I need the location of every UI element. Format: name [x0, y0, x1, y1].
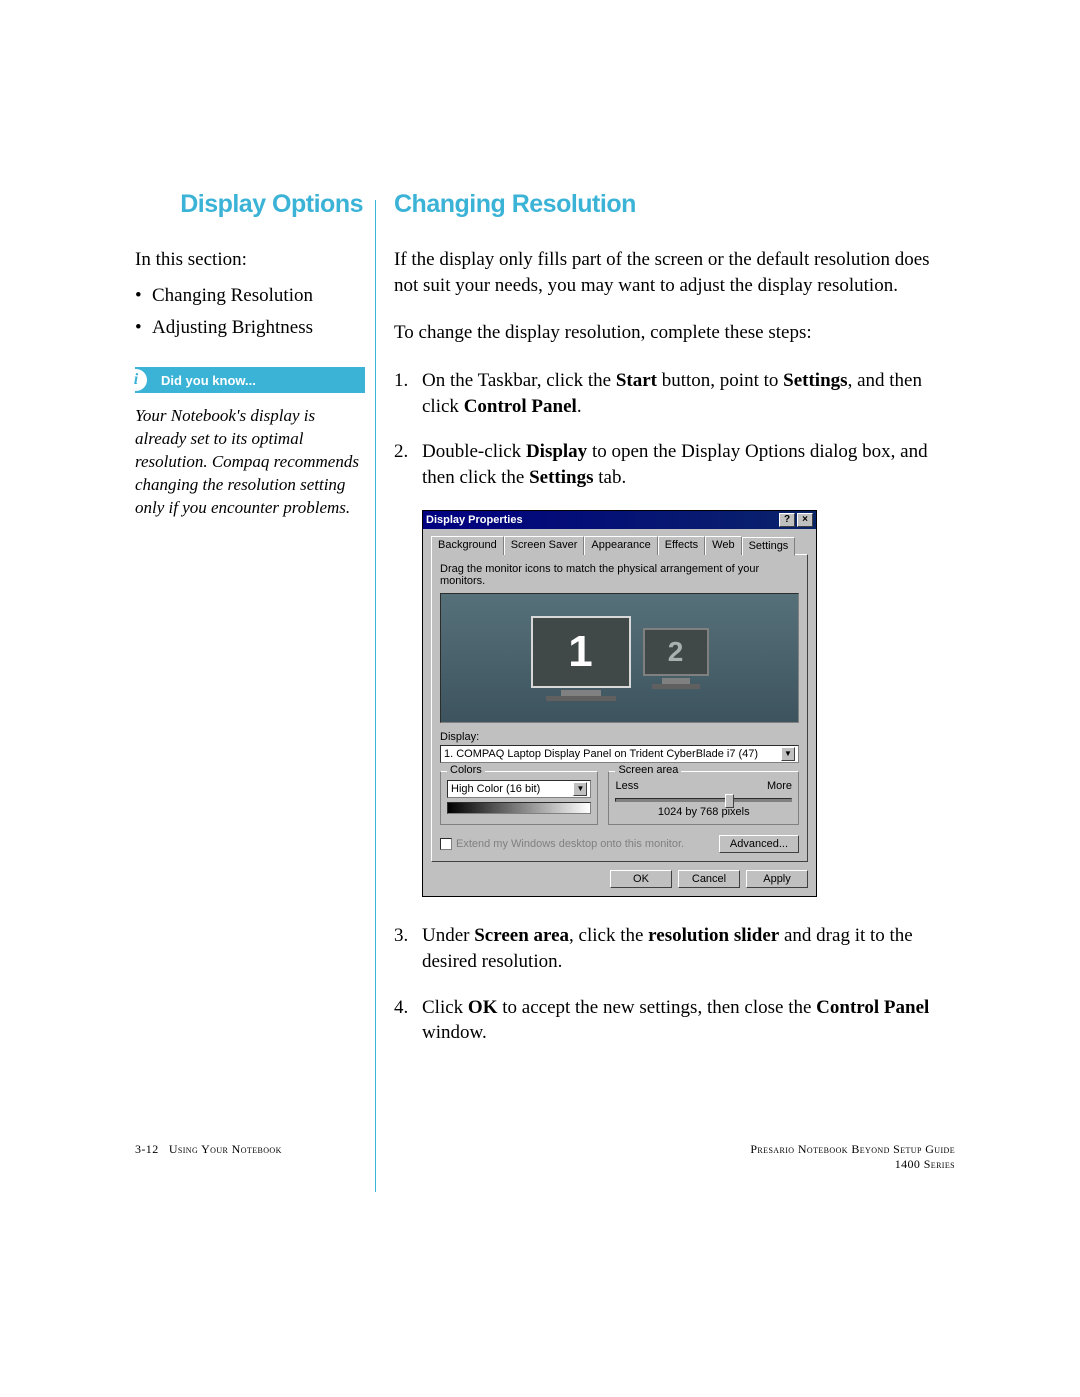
section-list-item: Adjusting Brightness [152, 317, 365, 339]
step-item: Click OK to accept the new settings, the… [422, 995, 954, 1046]
tab-background[interactable]: Background [431, 536, 504, 555]
chevron-down-icon: ▼ [573, 782, 587, 796]
monitor-2-icon[interactable]: 2 [643, 628, 709, 689]
color-gradient-preview [447, 802, 591, 814]
display-label: Display: [440, 731, 799, 743]
display-select-value: 1. COMPAQ Laptop Display Panel on Triden… [444, 748, 758, 760]
display-select[interactable]: 1. COMPAQ Laptop Display Panel on Triden… [440, 745, 799, 763]
extend-desktop-checkbox[interactable]: Extend my Windows desktop onto this moni… [440, 838, 684, 850]
slider-thumb[interactable] [725, 794, 734, 808]
colors-value: High Color (16 bit) [451, 783, 540, 795]
callout-body: Your Notebook's display is already set t… [135, 405, 365, 520]
tab-appearance[interactable]: Appearance [584, 536, 657, 555]
tab-effects[interactable]: Effects [658, 536, 705, 555]
step-item: Double-click Display to open the Display… [422, 439, 954, 490]
ok-button[interactable]: OK [610, 870, 672, 888]
body-paragraph: To change the display resolution, comple… [394, 320, 954, 346]
step-item: Under Screen area, click the resolution … [422, 923, 954, 974]
slider-min-label: Less [615, 780, 638, 792]
arrangement-hint: Drag the monitor icons to match the phys… [440, 563, 799, 587]
callout-title: Did you know... [161, 373, 256, 388]
topic-title: Changing Resolution [394, 190, 954, 219]
apply-button[interactable]: Apply [746, 870, 808, 888]
advanced-button[interactable]: Advanced... [719, 835, 799, 853]
tab-screensaver[interactable]: Screen Saver [504, 536, 585, 555]
body-paragraph: If the display only fills part of the sc… [394, 247, 954, 298]
dialog-tabs: Background Screen Saver Appearance Effec… [431, 535, 808, 554]
resolution-value: 1024 by 768 pixels [615, 806, 792, 818]
section-list-item: Changing Resolution [152, 285, 365, 307]
section-intro: In this section: [135, 249, 365, 271]
column-divider [375, 200, 376, 1192]
help-button[interactable]: ? [779, 513, 795, 527]
did-you-know-callout: i Did you know... Your Notebook's displa… [135, 367, 365, 520]
info-icon: i [125, 369, 147, 391]
display-properties-dialog: Display Properties ? × Background Screen… [422, 510, 817, 897]
colors-legend: Colors [447, 764, 485, 776]
chevron-down-icon: ▼ [781, 747, 795, 761]
close-button[interactable]: × [797, 513, 813, 527]
section-title: Display Options [135, 190, 365, 219]
extend-label: Extend my Windows desktop onto this moni… [456, 838, 684, 850]
footer-left: 3-12 Using Your Notebook [135, 1142, 282, 1172]
monitor-1-icon[interactable]: 1 [531, 616, 631, 701]
tab-web[interactable]: Web [705, 536, 741, 555]
colors-select[interactable]: High Color (16 bit) ▼ [447, 780, 591, 798]
footer-right: Presario Notebook Beyond Setup Guide 140… [750, 1142, 955, 1172]
tab-settings[interactable]: Settings [742, 537, 796, 556]
cancel-button[interactable]: Cancel [678, 870, 740, 888]
dialog-title: Display Properties [426, 514, 523, 526]
slider-max-label: More [767, 780, 792, 792]
resolution-slider[interactable] [615, 798, 792, 802]
step-item: On the Taskbar, click the Start button, … [422, 368, 954, 419]
monitor-arrangement[interactable]: 1 2 [440, 593, 799, 723]
screen-area-legend: Screen area [615, 764, 681, 776]
